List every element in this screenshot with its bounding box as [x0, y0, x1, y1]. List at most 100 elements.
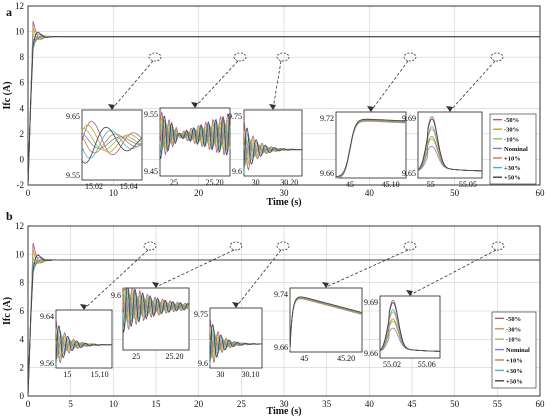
x-axis-label: Time (s) — [266, 197, 301, 208]
inset-y-tick: 9.64 — [40, 312, 54, 321]
legend-label-+30%: +30% — [504, 165, 521, 172]
inset-series--50% — [81, 121, 143, 156]
inset-y-tick: 9.66 — [320, 169, 334, 178]
inset-frame — [335, 111, 407, 179]
x-tick-label: 20 — [194, 399, 204, 409]
y-axis-label: Ifc (A) — [2, 81, 13, 109]
legend-label-+50%: +50% — [504, 175, 521, 182]
inset-x-tick: 15.04 — [120, 182, 138, 191]
inset-series--10% — [81, 127, 143, 151]
zoom-arrow — [272, 60, 282, 110]
inset-x-tick: 45.20 — [337, 354, 355, 363]
zoom-marker — [233, 52, 247, 62]
zoom-arrowhead — [269, 104, 276, 110]
x-tick-label: 60 — [536, 188, 546, 198]
zoom-arrowhead — [191, 102, 198, 108]
series-line-+50% — [27, 31, 540, 186]
inset-x-tick: 55.06 — [418, 360, 436, 369]
inset-2: 30 30.20 9.75 9.6 — [228, 109, 303, 187]
x-tick-label: 60 — [536, 399, 546, 409]
x-tick-label: 15 — [152, 399, 162, 409]
inset-y-tick: 9.65 — [66, 112, 80, 121]
inset-series-Nominal — [81, 132, 142, 149]
x-tick-label: 45 — [408, 399, 418, 409]
zoom-marker — [403, 241, 417, 251]
panel-tag: a — [6, 5, 12, 19]
zoom-marker — [143, 241, 157, 251]
inset-y-tick: 9.72 — [320, 114, 334, 123]
zoom-arrowhead — [406, 290, 413, 296]
legend-label-Nominal: Nominal — [504, 146, 528, 153]
x-tick-label: 30 — [280, 399, 290, 409]
y-tick-label: 2 — [20, 129, 25, 139]
y-tick-label: 0 — [20, 154, 25, 164]
y-tick-label: 6 — [20, 78, 25, 88]
zoom-arrow — [370, 60, 409, 112]
legend-label--50%: -50% — [504, 117, 519, 124]
x-tick-label: 30 — [280, 188, 290, 198]
inset-0: 15.02 15.04 9.65 9.55 — [66, 109, 143, 191]
inset-x-tick: 55 — [427, 180, 435, 189]
inset-x-tick: 15.02 — [85, 182, 103, 191]
inset-frame — [209, 307, 263, 369]
inset-x-tick: 25.20 — [165, 352, 183, 361]
inset-series-+30% — [122, 286, 189, 328]
y-tick-label: 6 — [20, 306, 25, 316]
inset-2: 30 30.10 9.75 9.6 — [194, 307, 263, 379]
legend-label--10%: -10% — [506, 337, 521, 344]
zoom-arrowhead — [152, 282, 159, 288]
x-tick-label: 5 — [68, 399, 73, 409]
inset-y-tick: 9.66 — [364, 349, 378, 358]
inset-1: 25 25.20 9.55 9.45 — [144, 107, 231, 187]
panel-tag: b — [6, 209, 13, 223]
zoom-arrow — [449, 60, 496, 112]
y-axis-label: Ifc (A) — [2, 297, 13, 325]
inset-x-tick: 25 — [170, 178, 178, 187]
inset-y-tick: 9.55 — [66, 171, 80, 180]
inset-series-+50% — [55, 325, 112, 360]
y-tick-label: 4 — [20, 103, 25, 113]
legend-label-+10%: +10% — [506, 357, 523, 364]
inset-series-+50% — [122, 287, 190, 333]
zoom-arrowhead — [446, 106, 453, 112]
inset-y-tick: 9.45 — [144, 167, 158, 176]
x-tick-label: 0 — [26, 188, 31, 198]
x-tick-label: 55 — [493, 399, 503, 409]
zoom-marker — [148, 52, 162, 62]
x-tick-label: 50 — [450, 188, 460, 198]
zoom-arrow — [325, 249, 409, 288]
legend-label-Nominal: Nominal — [506, 347, 530, 354]
inset-series-+50% — [335, 118, 406, 177]
inset-y-tick: 9.55 — [144, 110, 158, 119]
zoom-marker — [229, 241, 243, 251]
inset-series-+10% — [81, 133, 143, 154]
inset-y-tick: 9.74 — [274, 290, 288, 299]
inset-4: 55 55.05 9.69 9.65 — [402, 111, 483, 189]
inset-3: 45 45.10 9.72 9.66 — [320, 111, 407, 189]
y-tick-label: 8 — [20, 52, 25, 62]
zoom-arrow — [111, 60, 154, 110]
inset-y-tick: 9.6 — [111, 291, 121, 300]
zoom-arrowhead — [108, 104, 115, 110]
inset-1: 25 25.20 9.6 — [111, 286, 190, 361]
inset-y-tick: 9.6 — [198, 359, 208, 368]
zoom-marker — [403, 52, 417, 62]
legend-label-+50%: +50% — [506, 378, 523, 385]
inset-y-tick: 9.75 — [228, 112, 242, 121]
x-tick-label: 20 — [194, 188, 204, 198]
inset-x-tick: 25 — [132, 352, 140, 361]
inset-x-tick: 55.05 — [459, 180, 477, 189]
inset-x-tick: 30 — [216, 370, 224, 379]
zoom-arrowhead — [367, 106, 374, 112]
plot-frame — [27, 5, 541, 186]
zoom-arrow — [83, 249, 149, 310]
inset-4: 55.02 55.06 9.69 9.66 — [364, 295, 441, 369]
inset-y-tick: 9.56 — [40, 359, 54, 368]
x-tick-label: 40 — [365, 399, 375, 409]
y-tick-label: 8 — [20, 278, 25, 288]
inset-y-tick: 9.75 — [194, 310, 208, 319]
inset-x-tick: 45.10 — [382, 180, 400, 189]
inset-series-+50% — [379, 302, 440, 352]
panel-b: 0 5 10 15 20 25 30 35 40 45 50 55 60 0 2 4 6 8 10 12 Time (s… — [2, 209, 545, 417]
